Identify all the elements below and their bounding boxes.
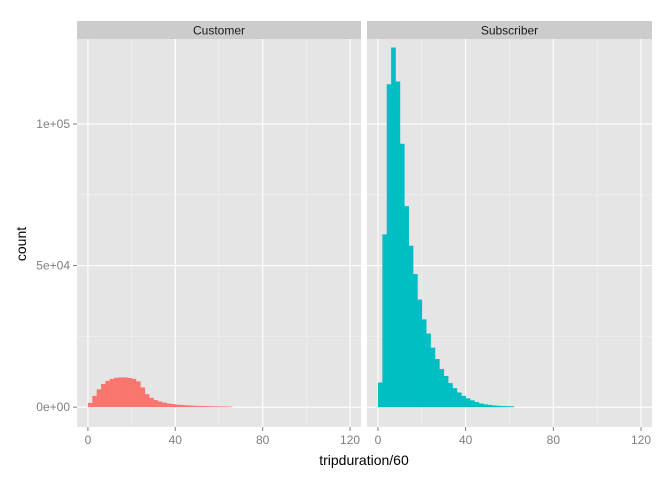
bars-customer [87,377,233,408]
histogram-bar [184,405,189,408]
histogram-bar [179,404,185,408]
x-tick-label: 40 [459,433,473,447]
histogram-bar [465,398,471,408]
histogram-bar [162,402,167,408]
histogram-bar [509,406,515,408]
histogram-bar [430,347,436,408]
histogram-bar [461,395,466,408]
histogram-bar [170,404,176,408]
histogram-bar [149,397,154,408]
histogram-bar [135,381,141,408]
histogram-bar [197,405,202,408]
histogram-bar [408,245,414,408]
histogram-bar [386,84,392,408]
histogram-bar [227,406,233,408]
histogram-bar [109,378,115,408]
histogram-bar [131,378,137,408]
facet-strip [77,21,361,39]
histogram-bar [192,405,198,408]
facet-strip [367,21,652,39]
x-tick-label: 80 [547,433,561,447]
x-axis-title: tripduration/60 [319,452,409,468]
histogram-bar [118,377,124,408]
histogram-bar [114,377,119,408]
histogram-bar [483,404,488,408]
facet-panels: Customer 0 40 80 120 Subscriber 0 40 80 120 [77,21,652,447]
histogram-bar [140,387,146,408]
histogram-bar [201,406,207,408]
x-tick-label: 40 [169,433,183,447]
histogram-bar [421,319,427,408]
histogram-bar [175,404,180,408]
histogram-bar [452,388,458,408]
histogram-bar [96,389,102,408]
y-axis: 0e+00 5e+04 1e+05 [36,117,77,414]
x-tick-label: 120 [340,433,360,447]
histogram-bar [474,402,480,408]
histogram-bar [500,406,506,408]
facet-panel-customer: Customer 0 40 80 120 [77,21,361,447]
bars-subscriber [377,47,515,408]
histogram-bar [219,406,224,408]
histogram-bar [439,368,445,408]
histogram-bar [426,333,431,408]
histogram-bar [443,376,449,408]
x-tick-label: 0 [85,433,92,447]
y-tick-label: 0e+00 [36,400,70,414]
histogram-bar [127,378,132,408]
histogram-bar [105,380,111,408]
histogram-bar [399,143,405,408]
facet-strip-label: Customer [193,24,245,38]
x-tick-label: 0 [375,433,382,447]
histogram-bar [456,392,462,408]
histogram-bar [505,406,510,408]
y-axis-title: count [13,227,29,261]
histogram-bar [470,400,475,408]
histogram-bar [122,377,128,408]
histogram-bar [487,404,493,408]
histogram-bar [87,402,93,408]
y-tick-label: 5e+04 [36,259,70,273]
facet-panel-subscriber: Subscriber 0 40 80 120 [367,21,652,447]
histogram-bar [391,47,396,408]
histogram-bar [101,383,106,408]
x-tick-label: 120 [631,433,651,447]
histogram-bar [404,206,409,408]
histogram-bar [223,406,229,408]
histogram-bar [395,81,401,408]
histogram-bar [166,403,172,408]
y-tick-label: 1e+05 [36,117,70,131]
histogram-bar [377,382,383,408]
histogram-bar [413,274,418,408]
histogram-bar [382,234,388,408]
histogram-bar [188,405,194,408]
histogram-bar [144,394,150,408]
histogram-bar [434,359,440,408]
histogram-bar [210,406,215,408]
x-tick-label: 80 [256,433,270,447]
histogram-bar [491,405,497,408]
histogram-bar [214,406,220,408]
histogram-bar [448,383,453,408]
histogram-bar [496,405,502,408]
histogram-bar [478,403,484,408]
histogram-bar [92,395,97,408]
facet-strip-label: Subscriber [481,24,538,38]
histogram-bar [205,406,211,408]
histogram-bar [157,401,163,408]
histogram-bar [417,299,423,408]
histogram-bar [153,400,159,408]
